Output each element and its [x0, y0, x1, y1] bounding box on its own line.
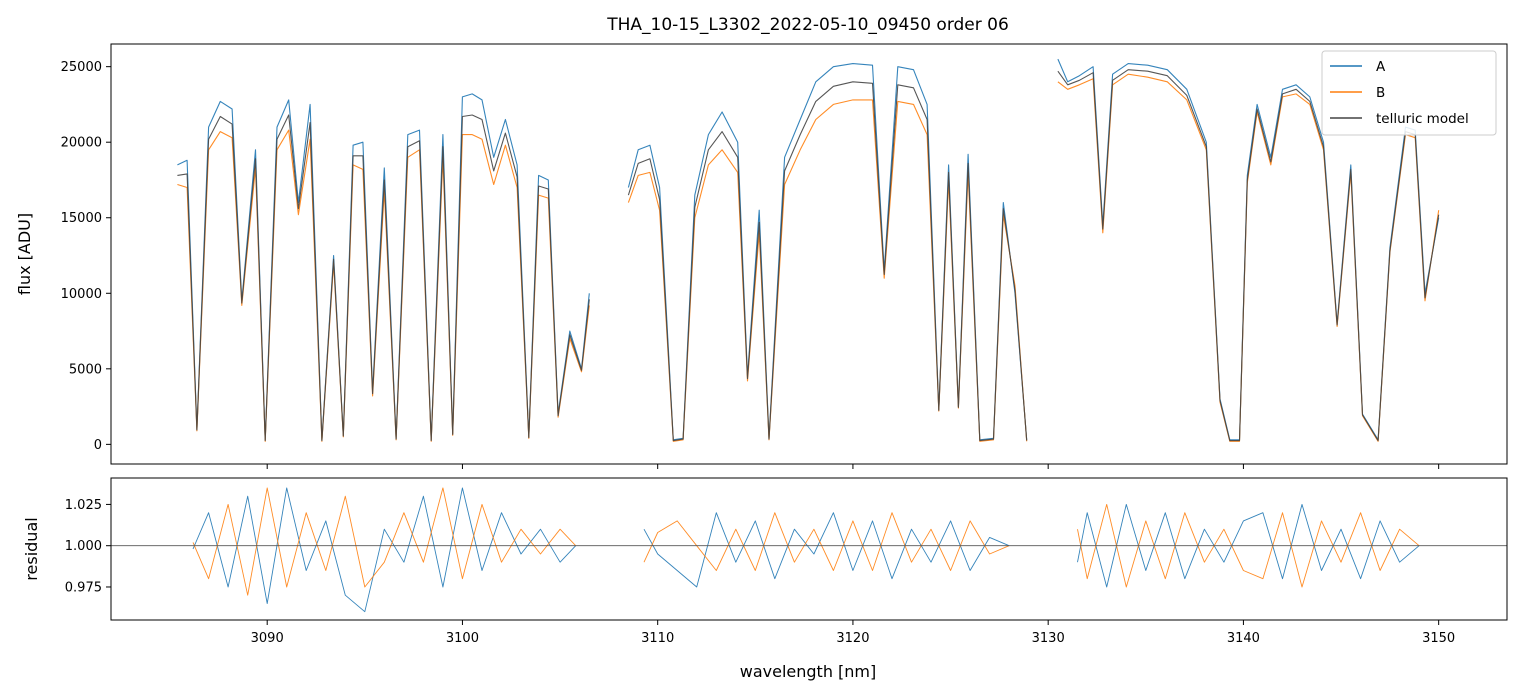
legend-label-b: B [1376, 85, 1385, 101]
residual-x-axis-label: wavelength [nm] [740, 662, 877, 681]
residual-xtick-label: 3100 [446, 631, 479, 646]
residual-xtick-label: 3150 [1422, 631, 1455, 646]
flux-ytick-label: 0 [94, 438, 102, 453]
residual-xtick-label: 3130 [1032, 631, 1065, 646]
flux-series-telluric-model [177, 114, 590, 442]
residual-ytick-label: 0.975 [65, 580, 102, 595]
flux-y-ticks: 0 5000 10000 15000 20000 25000 [61, 60, 111, 453]
residual-series-a [1077, 503, 1420, 588]
residual-series-b [643, 512, 1010, 571]
residual-y-axis-label: residual [22, 517, 41, 580]
residual-x-ticks: 3090 3100 3110 3120 3130 3140 3150 [251, 620, 1455, 646]
residual-y-ticks: 0.975 1.000 1.025 [65, 498, 111, 595]
flux-ytick-label: 5000 [69, 362, 102, 377]
residual-series-group [111, 487, 1507, 613]
residual-ytick-label: 1.025 [65, 498, 102, 513]
residual-series-b [192, 487, 577, 596]
residual-xtick-label: 3110 [641, 631, 674, 646]
flux-series-telluric-model [1057, 69, 1440, 442]
flux-axes-frame [110, 43, 1508, 465]
residual-xtick-label: 3140 [1227, 631, 1260, 646]
residual-xtick-label: 3120 [836, 631, 869, 646]
flux-series-group [177, 58, 1440, 442]
flux-ytick-label: 15000 [61, 211, 102, 226]
residual-ytick-label: 1.000 [65, 539, 102, 554]
legend: A B telluric model [1321, 50, 1497, 136]
legend-box [1321, 50, 1497, 136]
flux-series-telluric-model [627, 81, 1028, 442]
flux-ytick-label: 25000 [61, 60, 102, 75]
residual-series-a [643, 512, 1010, 588]
flux-ytick-label: 20000 [61, 136, 102, 151]
residual-axes-frame [110, 477, 1508, 621]
legend-label-telluric: telluric model [1376, 111, 1469, 127]
residual-xtick-label: 3090 [251, 631, 284, 646]
flux-x-ticks [266, 464, 1440, 469]
legend-label-a: A [1376, 59, 1386, 75]
flux-panel: 0 5000 10000 15000 20000 25000 flux [ADU] A B… [15, 43, 1508, 469]
flux-y-axis-label: flux [ADU] [15, 213, 34, 295]
residual-series-b [1077, 503, 1420, 588]
residual-panel: 0.975 1.000 1.025 3090 3100 3110 3120 3130 3140… [22, 477, 1508, 681]
flux-ytick-label: 10000 [61, 287, 102, 302]
chart-title: THA_10-15_L3302_2022-05-10_09450 order 0… [606, 15, 1009, 35]
